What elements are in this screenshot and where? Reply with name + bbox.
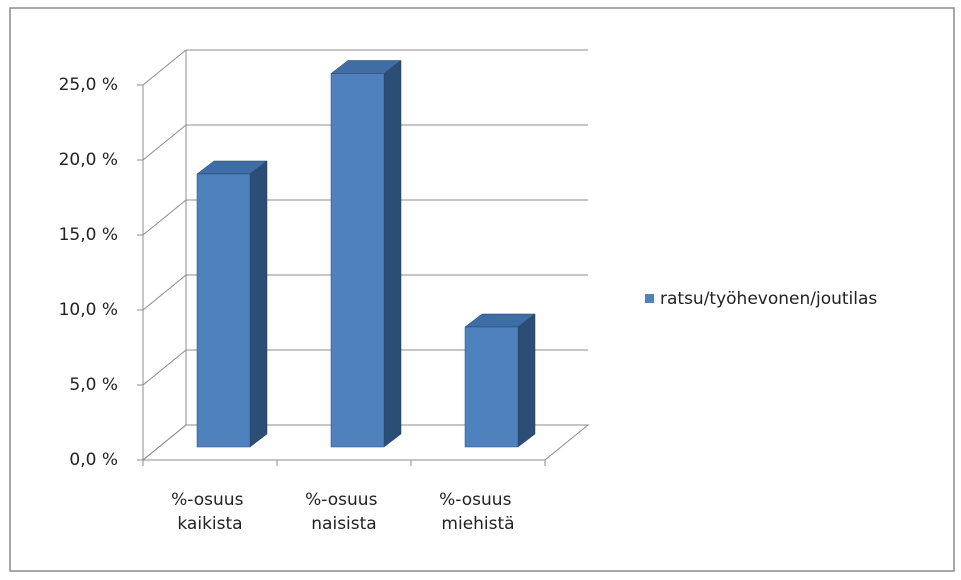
y-tick-label: 0,0 % [69, 450, 118, 470]
bar-front [196, 173, 251, 448]
x-tick-label: %-osuus naisista [305, 490, 383, 534]
grid-line [142, 199, 187, 236]
bar-side [383, 59, 402, 448]
x-tick-label: %-osuus miehistä [439, 490, 517, 534]
x-tick-label: %-osuus kaikista [171, 490, 249, 534]
grid-line [142, 49, 187, 86]
legend-label: ratsu/työhevonen/joutilas [660, 289, 877, 309]
bar [464, 313, 536, 448]
grid-line [142, 424, 187, 461]
bar [196, 160, 268, 448]
legend-swatch [645, 294, 654, 303]
y-tick-label: 5,0 % [69, 375, 118, 395]
y-tick-label: 25,0 % [59, 75, 118, 95]
bar [330, 59, 402, 448]
y-tick-label: 15,0 % [59, 225, 118, 245]
bar-front [464, 326, 519, 448]
y-tick-label: 20,0 % [59, 150, 118, 170]
y-tick-label: 10,0 % [59, 300, 118, 320]
bar-side [249, 160, 268, 448]
chart-border [9, 7, 955, 572]
bar-side [517, 313, 536, 448]
grid-line [142, 274, 187, 311]
bar-front [330, 73, 385, 448]
grid-line [142, 349, 187, 386]
grid-line [142, 124, 187, 161]
